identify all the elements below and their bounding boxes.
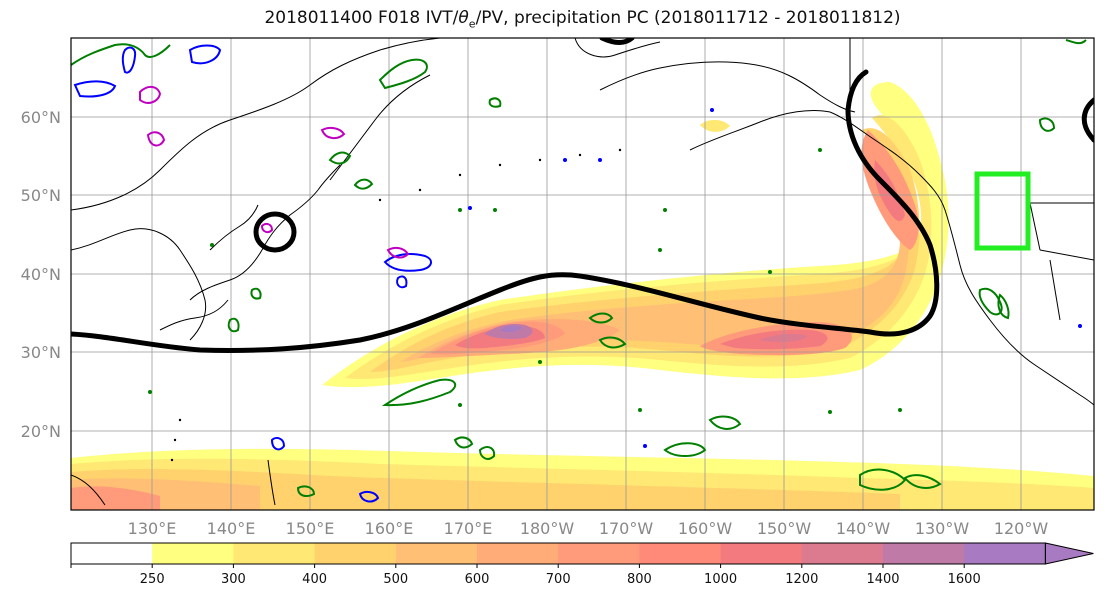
colorbar-segment bbox=[558, 543, 640, 564]
lon-label: 170°W bbox=[599, 519, 654, 538]
lat-label: 40°N bbox=[21, 265, 61, 284]
latitude-labels: 60°N 50°N 40°N 30°N 20°N bbox=[21, 108, 61, 441]
colorbar-segment bbox=[639, 543, 722, 564]
coastlines bbox=[71, 38, 1094, 506]
lon-label: 150°W bbox=[757, 519, 812, 538]
lon-label: 150°E bbox=[286, 519, 335, 538]
colorbar-segment bbox=[152, 543, 234, 564]
colorbar-extend-arrow bbox=[1044, 542, 1094, 565]
ivt-shading-tropics bbox=[71, 448, 1094, 510]
map-area bbox=[71, 38, 1094, 510]
pv-contour bbox=[71, 38, 1094, 354]
colorbar-segment bbox=[395, 543, 478, 564]
target-region-box bbox=[974, 171, 1031, 251]
lat-label: 20°N bbox=[21, 422, 61, 441]
lon-label: 160°W bbox=[678, 519, 733, 538]
colorbar-segment bbox=[71, 543, 153, 564]
lon-label: 120°W bbox=[994, 519, 1049, 538]
lon-label: 180°W bbox=[520, 519, 575, 538]
lon-label: 130°E bbox=[128, 519, 177, 538]
colorbar-segment bbox=[314, 543, 397, 564]
colorbar-tick-label: 500 bbox=[383, 572, 408, 587]
lon-label: 130°W bbox=[915, 519, 970, 538]
ivt-shading-atmospheric-river bbox=[322, 82, 949, 388]
theta-contours-magenta bbox=[139, 86, 410, 259]
colorbar: 250 300 400 500 600 700 800 1000 1200 1400 1600 bbox=[70, 542, 1094, 587]
longitude-labels: 130°E 140°E 150°E 160°E 170°E 180°W 170°… bbox=[128, 519, 1049, 538]
colorbar-tick-label: 300 bbox=[221, 572, 246, 587]
theta-contours-blue bbox=[73, 44, 432, 503]
precip-contours bbox=[71, 39, 1087, 497]
map-title: 2018011400 F018 IVT/θe/PV, precipitation… bbox=[264, 8, 901, 31]
colorbar-tick-label: 250 bbox=[140, 572, 165, 587]
lon-label: 140°W bbox=[836, 519, 891, 538]
colorbar-segment bbox=[964, 543, 1046, 564]
lon-label: 140°E bbox=[207, 519, 256, 538]
colorbar-segment bbox=[801, 543, 884, 564]
map-frame bbox=[70, 37, 1095, 511]
islands bbox=[170, 148, 622, 462]
lat-label: 60°N bbox=[21, 108, 61, 127]
colorbar-segment bbox=[477, 543, 559, 564]
colorbar-tick-label: 600 bbox=[465, 572, 490, 587]
colorbar-tick-label: 700 bbox=[546, 572, 571, 587]
lon-label: 170°E bbox=[444, 519, 493, 538]
colorbar-segment bbox=[233, 543, 316, 564]
lon-label: 160°E bbox=[365, 519, 414, 538]
colorbar-segment bbox=[883, 543, 965, 564]
colorbar-tick-label: 1600 bbox=[948, 572, 981, 587]
colorbar-tick-label: 1400 bbox=[866, 572, 899, 587]
colorbar-tick-label: 800 bbox=[627, 572, 652, 587]
contour-dots-blue bbox=[468, 108, 1082, 448]
contour-dots-green bbox=[148, 148, 902, 414]
lat-label: 30°N bbox=[21, 343, 61, 362]
lat-label: 50°N bbox=[21, 186, 61, 205]
colorbar-tick-label: 1000 bbox=[704, 572, 737, 587]
colorbar-tick-label: 1200 bbox=[785, 572, 818, 587]
gridlines bbox=[71, 38, 1094, 510]
colorbar-tick-label: 400 bbox=[302, 572, 327, 587]
colorbar-segment bbox=[720, 543, 803, 564]
